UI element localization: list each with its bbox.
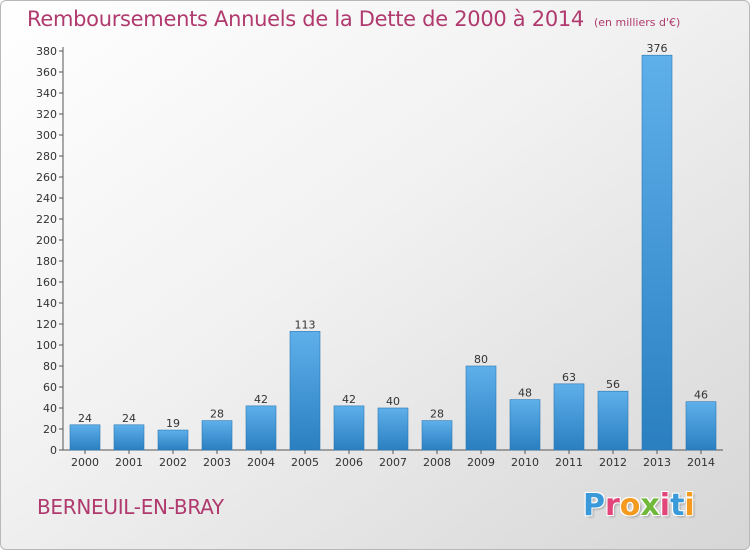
logo-letter: o (619, 488, 641, 523)
x-tick-label: 2003 (203, 456, 231, 469)
bar-2013 (641, 54, 673, 451)
x-tick-label: 2002 (159, 456, 187, 469)
y-tick-label: 80 (43, 360, 57, 373)
y-tick-label: 260 (36, 171, 57, 184)
y-tick-label: 0 (50, 444, 57, 457)
x-tick-label: 2006 (335, 456, 363, 469)
commune-name: BERNEUIL-EN-BRAY (37, 495, 224, 519)
y-tick-label: 60 (43, 381, 57, 394)
y-tick-label: 180 (36, 255, 57, 268)
x-tick-label: 2000 (71, 456, 99, 469)
x-tick-label: 2012 (599, 456, 627, 469)
y-tick-label: 120 (36, 318, 57, 331)
data-label-2007: 40 (386, 395, 400, 408)
x-tick-label: 2010 (511, 456, 539, 469)
data-labels: 24 24 19 28 42 113 42 40 28 80 48 63 56 376 46 (78, 42, 708, 430)
bar-2010 (509, 399, 541, 451)
x-tick-label: 2001 (115, 456, 143, 469)
data-label-2011: 63 (562, 371, 576, 384)
proxiti-logo: Proxiti (583, 488, 695, 523)
x-tick-label: 2004 (247, 456, 275, 469)
data-label-2002: 19 (166, 417, 180, 430)
x-tick-label: 2009 (467, 456, 495, 469)
title-row: Remboursements Annuels de la Dette de 20… (27, 7, 680, 31)
data-label-2010: 48 (518, 387, 532, 400)
y-axis: 0 20 40 60 80 100 120 140 160 180 200 220 240 260 280 3… (36, 45, 64, 457)
bar-2005 (289, 331, 321, 451)
y-tick-label: 100 (36, 339, 57, 352)
data-label-2006: 42 (342, 393, 356, 406)
bar-2009 (465, 365, 497, 451)
x-axis: 2000 2001 2002 2003 2004 2005 2006 2007 2008 2009… (63, 449, 723, 469)
y-tick-label: 200 (36, 234, 57, 247)
bar-2003 (201, 420, 233, 451)
bars (69, 54, 717, 451)
x-tick-label: 2014 (687, 456, 715, 469)
y-tick-label: 40 (43, 402, 57, 415)
data-label-2012: 56 (606, 378, 620, 391)
data-label-2000: 24 (78, 412, 92, 425)
x-tick-label: 2011 (555, 456, 583, 469)
y-tick-label: 380 (36, 45, 57, 58)
y-tick-label: 300 (36, 129, 57, 142)
logo-letter: t (670, 488, 685, 523)
bar-2000 (69, 424, 101, 451)
y-tick-label: 20 (43, 423, 57, 436)
y-tick-label: 340 (36, 87, 57, 100)
data-label-2008: 28 (430, 408, 444, 421)
y-tick-label: 160 (36, 276, 57, 289)
bar-2007 (377, 407, 409, 451)
logo-letter: P (583, 488, 605, 523)
data-label-2003: 28 (210, 408, 224, 421)
logo-letter: x (640, 488, 660, 523)
y-tick-label: 360 (36, 66, 57, 79)
y-tick-label: 240 (36, 192, 57, 205)
chart-unit: (en milliers d'€) (594, 16, 681, 29)
y-tick-label: 320 (36, 108, 57, 121)
data-label-2009: 80 (474, 353, 488, 366)
data-label-2005: 113 (295, 318, 316, 331)
logo-letter: i (684, 488, 695, 523)
bar-2011 (553, 383, 585, 451)
bar-2006 (333, 405, 365, 451)
y-tick-label: 140 (36, 297, 57, 310)
y-tick-label: 220 (36, 213, 57, 226)
logo-letter: i (659, 488, 671, 523)
bar-2002 (157, 429, 189, 451)
data-label-2004: 42 (254, 393, 268, 406)
bar-2008 (421, 420, 453, 451)
bar-2001 (113, 424, 145, 451)
logo-letter: r (605, 488, 620, 523)
y-tick-label: 280 (36, 150, 57, 163)
bar-2014 (685, 401, 717, 451)
x-tick-label: 2005 (291, 456, 319, 469)
bar-2004 (245, 405, 277, 451)
x-tick-label: 2007 (379, 456, 407, 469)
data-label-2014: 46 (694, 389, 708, 402)
x-tick-label: 2013 (643, 456, 671, 469)
x-tick-label: 2008 (423, 456, 451, 469)
data-label-2013: 376 (647, 42, 668, 55)
chart-title: Remboursements Annuels de la Dette de 20… (27, 7, 584, 31)
bar-2012 (597, 390, 629, 451)
data-label-2001: 24 (122, 412, 136, 425)
